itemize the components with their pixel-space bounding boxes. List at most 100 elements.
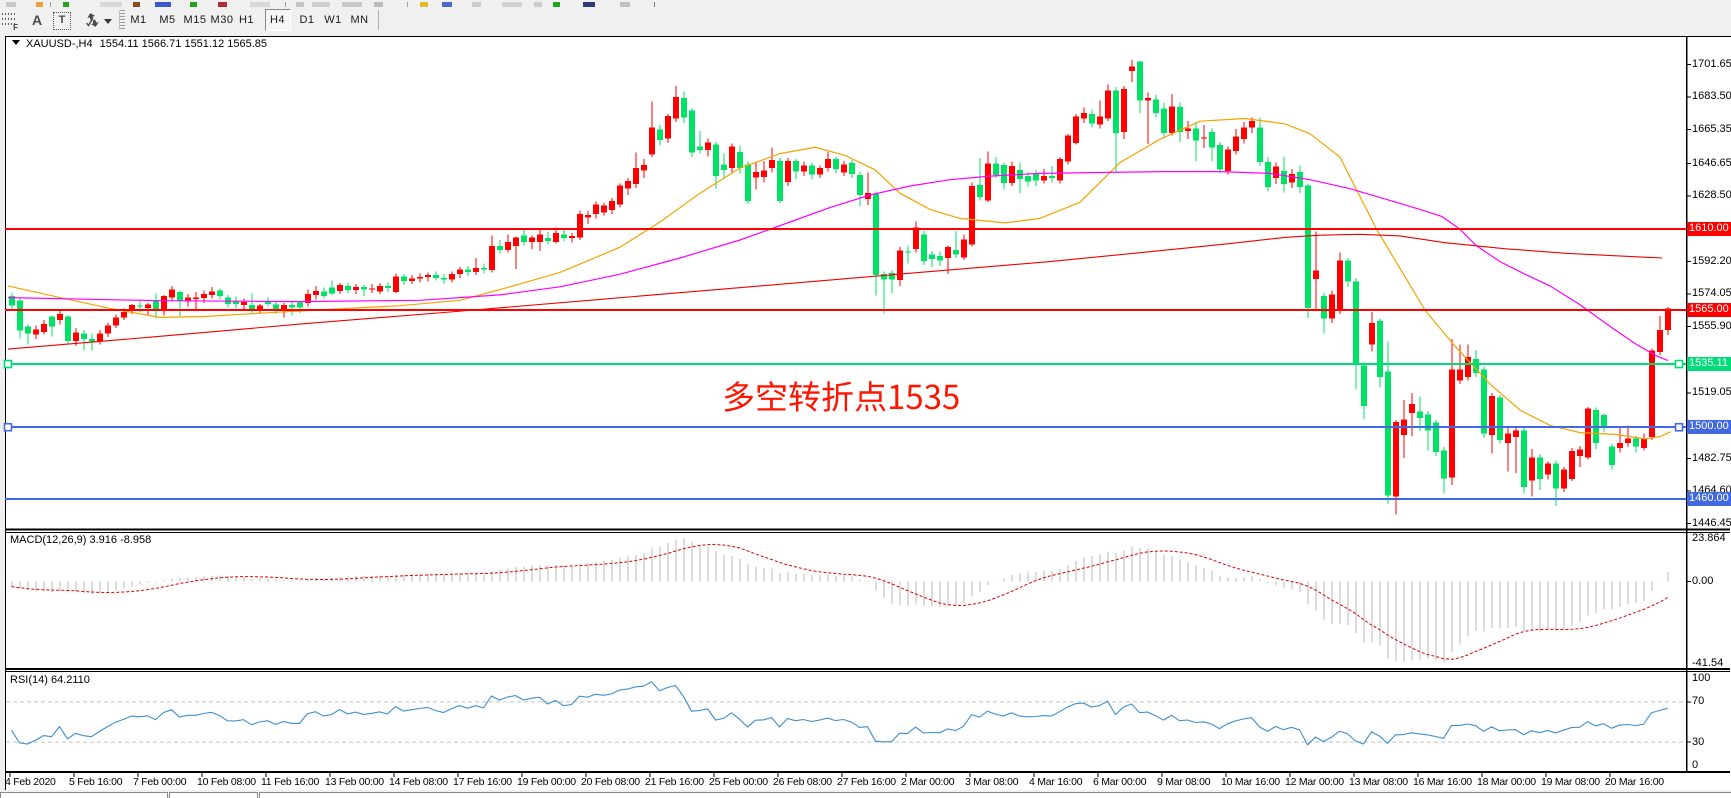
macd-histogram-bar xyxy=(1011,574,1013,582)
candle-body xyxy=(1193,128,1199,141)
candle-body xyxy=(1425,414,1431,431)
hline-handle[interactable] xyxy=(1674,359,1684,369)
macd-histogram-bar xyxy=(1667,571,1669,582)
candle-body xyxy=(825,159,831,169)
macd-histogram-bar xyxy=(1179,559,1181,582)
time-tick-label: 5 Feb 16:00 xyxy=(69,776,123,788)
hline-1535.11[interactable] xyxy=(3,359,1687,369)
arrows-tool-icon[interactable] xyxy=(83,11,101,29)
macd-histogram-bar xyxy=(1203,567,1205,582)
candle-body xyxy=(561,234,567,239)
candle-body xyxy=(161,296,167,310)
timeframe-button-h4[interactable]: H4 xyxy=(264,9,291,31)
timeframe-button-m15[interactable]: M15 xyxy=(183,14,207,26)
time-tick-label: 13 Feb 00:00 xyxy=(325,776,384,788)
hline-handle[interactable] xyxy=(3,359,13,369)
candle-body xyxy=(1225,149,1231,171)
macd-histogram-bar xyxy=(651,548,653,582)
macd-histogram-bar xyxy=(1563,581,1565,630)
macd-histogram-bar xyxy=(1379,581,1381,646)
macd-histogram-bar xyxy=(243,577,245,582)
candle-body xyxy=(369,288,375,290)
macd-signal-line xyxy=(11,543,1668,660)
candle-wick xyxy=(1131,60,1133,82)
rsi-scale-label: 70 xyxy=(1692,695,1705,708)
timeframe-button-mn[interactable]: MN xyxy=(350,14,369,26)
candle-body xyxy=(593,204,599,214)
candle-body xyxy=(1057,159,1063,181)
candle-body xyxy=(657,129,663,140)
candle-body xyxy=(377,285,383,292)
time-tick-label: 6 Mar 00:00 xyxy=(1093,776,1147,788)
macd-histogram-bar xyxy=(1475,581,1477,631)
macd-histogram-bar xyxy=(1147,548,1149,582)
hline-handle[interactable] xyxy=(1674,422,1684,432)
hline-handle[interactable] xyxy=(3,422,13,432)
macd-histogram-bar xyxy=(91,581,93,594)
candle-body xyxy=(1529,457,1535,481)
timeframe-button-d1[interactable]: D1 xyxy=(299,14,315,26)
time-tick-label: 12 Mar 00:00 xyxy=(1285,776,1344,788)
candle-body xyxy=(129,305,135,310)
collapse-triangle-icon[interactable] xyxy=(12,40,20,45)
time-tick-label: 2 Mar 00:00 xyxy=(901,776,955,788)
macd-histogram-bar xyxy=(203,576,205,582)
price-line-label: 1565.00 xyxy=(1687,303,1731,318)
macd-histogram-bar xyxy=(51,581,53,592)
status-bar-segment[interactable] xyxy=(169,792,258,798)
candle-body xyxy=(81,333,87,340)
macd-histogram-bar xyxy=(507,568,509,582)
macd-histogram-bar xyxy=(1459,581,1461,645)
annotation-text[interactable] xyxy=(722,373,963,421)
hline-1460.00[interactable] xyxy=(5,498,1686,501)
time-tick-label: 26 Feb 08:00 xyxy=(773,776,832,788)
macd-histogram-bar xyxy=(587,563,589,582)
status-bar-sliver xyxy=(0,790,1731,798)
candle-body xyxy=(1081,112,1087,119)
text-label-tool-icon[interactable]: T xyxy=(53,12,71,30)
arrows-dropdown-icon[interactable] xyxy=(104,19,112,24)
candle-wick xyxy=(179,290,181,318)
fibonacci-tool-icon[interactable]: F xyxy=(2,11,18,32)
toolbar-icon-fragment xyxy=(420,2,428,7)
macd-histogram-bar xyxy=(147,581,149,584)
timeframe-button-m30[interactable]: M30 xyxy=(210,14,234,26)
timeframe-button-m5[interactable]: M5 xyxy=(159,14,176,26)
macd-histogram-bar xyxy=(307,579,309,582)
chart-ohlc-header: XAUUSD-,H4 1554.11 1566.71 1551.12 1565.8… xyxy=(12,38,267,52)
status-bar-segment[interactable] xyxy=(0,792,168,798)
candle-body xyxy=(513,237,519,246)
candle-body xyxy=(1657,330,1663,353)
candle-body xyxy=(89,339,95,342)
candle-body xyxy=(1497,397,1503,440)
timeframe-button-w1[interactable]: W1 xyxy=(324,14,342,26)
text-tool-icon[interactable]: A xyxy=(31,12,43,28)
chart-canvas[interactable] xyxy=(0,33,1731,798)
price-tick-label: 1482.75 xyxy=(1692,451,1731,464)
status-bar-segment[interactable] xyxy=(259,792,1731,798)
macd-histogram-bar xyxy=(1219,575,1221,582)
candle-wick xyxy=(251,293,253,313)
macd-histogram-bar xyxy=(1051,570,1053,582)
macd-histogram-bar xyxy=(723,554,725,582)
hline-1500.00[interactable] xyxy=(3,422,1687,432)
candle-body xyxy=(313,290,319,295)
candle-body xyxy=(1481,369,1487,434)
candle-wick xyxy=(363,285,365,296)
toolbar-drag-handle[interactable] xyxy=(119,10,125,30)
time-tick-label: 4 Feb 2020 xyxy=(5,776,56,788)
candle-body xyxy=(1537,457,1543,480)
toolbar-icon-fragment xyxy=(472,2,481,7)
timeframe-button-h1[interactable]: H1 xyxy=(238,14,255,26)
macd-histogram-bar xyxy=(771,568,773,582)
timeframe-button-m1[interactable]: M1 xyxy=(130,14,147,26)
macd-histogram-bar xyxy=(611,560,613,582)
hline-1610.00[interactable] xyxy=(5,228,1686,231)
candle-body xyxy=(1441,450,1447,479)
macd-histogram-bar xyxy=(875,581,877,591)
hline-1565.00[interactable] xyxy=(5,309,1686,312)
toolbar-icon-fragment xyxy=(190,2,197,7)
candle-body xyxy=(1625,438,1631,444)
macd-histogram-bar xyxy=(235,576,237,582)
macd-histogram-bar xyxy=(1171,555,1173,582)
